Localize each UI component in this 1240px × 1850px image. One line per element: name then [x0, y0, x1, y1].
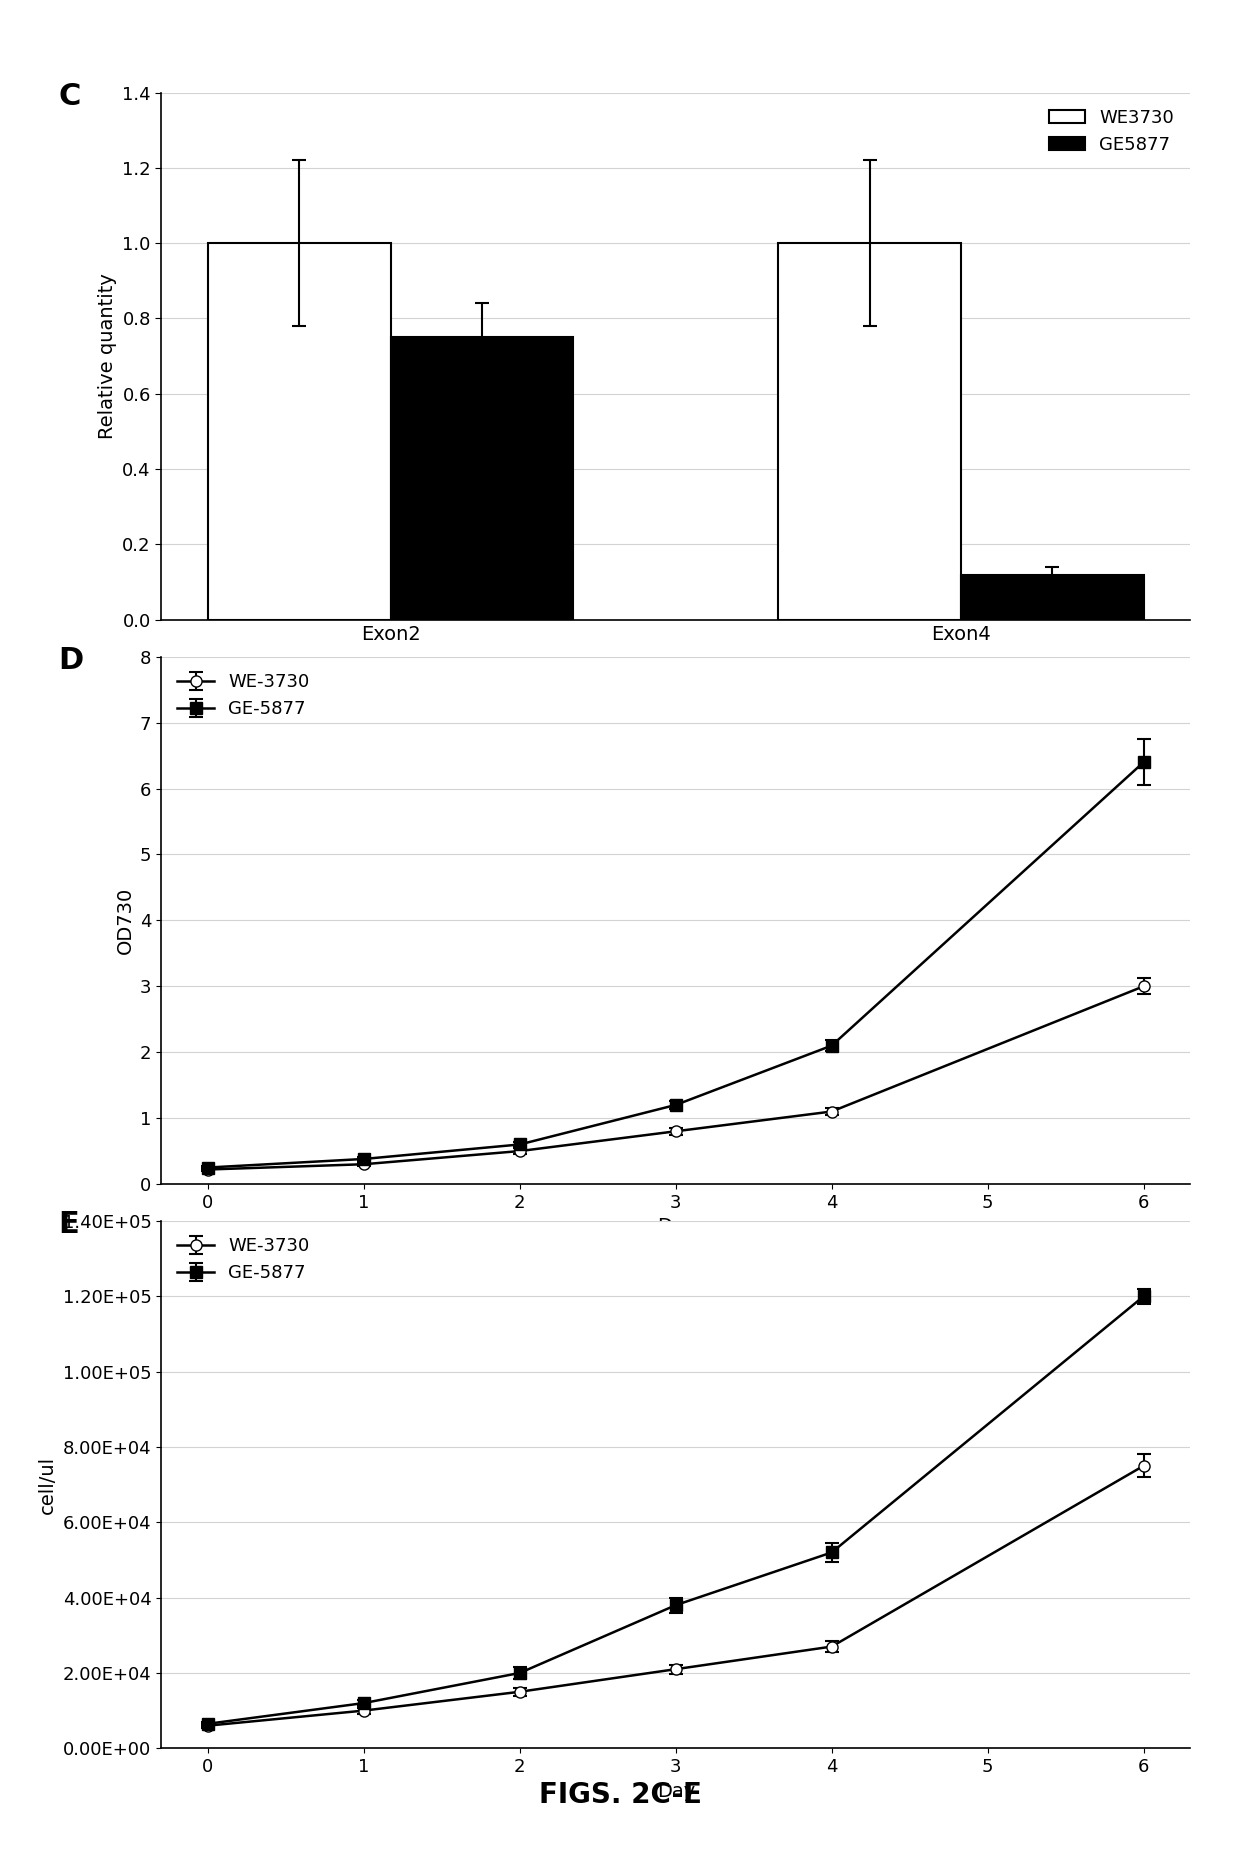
Bar	[391, 337, 573, 620]
Y-axis label: Relative quantity: Relative quantity	[98, 274, 117, 438]
Bar	[961, 575, 1143, 620]
Bar	[779, 242, 961, 620]
Text: E: E	[58, 1210, 79, 1240]
Legend: WE-3730, GE-5877: WE-3730, GE-5877	[170, 1230, 316, 1289]
Y-axis label: OD730: OD730	[115, 886, 134, 955]
Text: C: C	[58, 81, 81, 111]
Bar	[208, 242, 391, 620]
Legend: WE3730, GE5877: WE3730, GE5877	[1042, 102, 1182, 161]
Legend: WE-3730, GE-5877: WE-3730, GE-5877	[170, 666, 316, 725]
Y-axis label: cell/ul: cell/ul	[38, 1456, 57, 1513]
X-axis label: Day: Day	[657, 1217, 694, 1236]
Text: D: D	[58, 646, 83, 675]
Text: FIGS. 2C-E: FIGS. 2C-E	[538, 1782, 702, 1809]
X-axis label: Day: Day	[657, 1782, 694, 1800]
